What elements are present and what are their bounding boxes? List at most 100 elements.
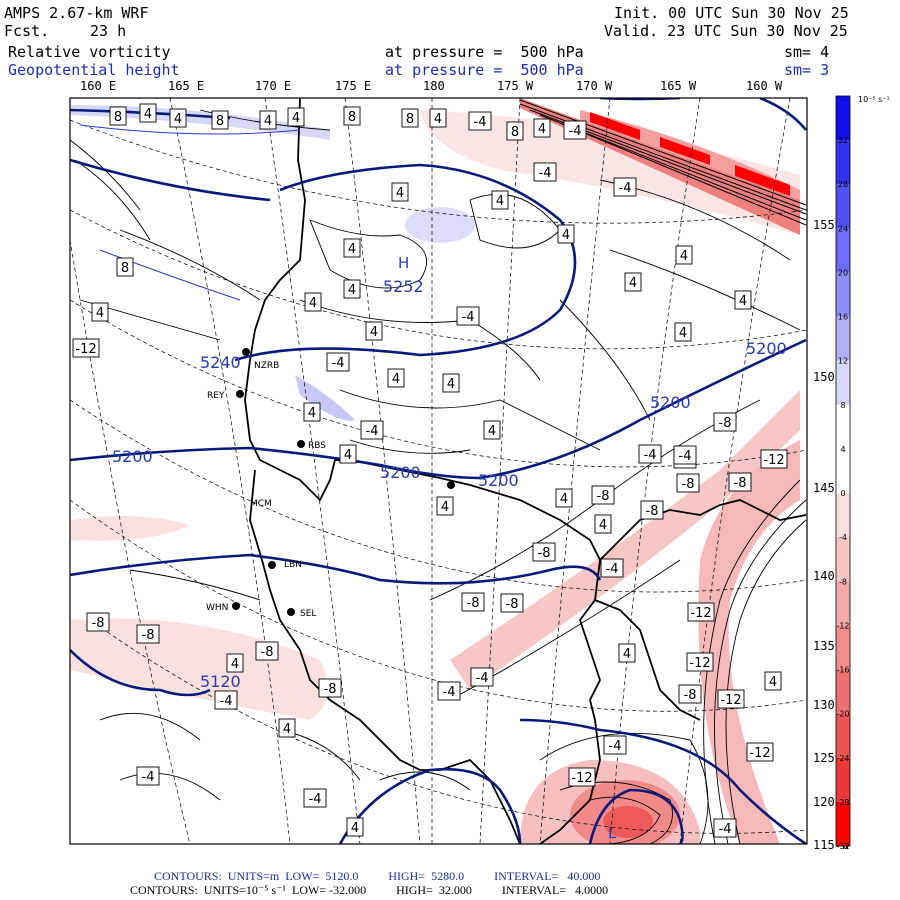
station-label: WHN — [206, 603, 228, 613]
station-dot — [236, 390, 244, 398]
vorticity-value: 4 — [264, 114, 272, 129]
colorbar: 32 28 24 20 16 12 8 4 0 -4 -8 -12 -16 -20 -24 -28 -32 — [835, 95, 851, 851]
vorticity-value: -4 — [569, 124, 582, 139]
vorticity-value: -4 — [619, 181, 632, 196]
vorticity-value-box: -4 — [360, 420, 384, 440]
vorticity-value: -4 — [220, 694, 233, 709]
height-label: 5240 — [200, 353, 241, 372]
vorticity-value-box: 4 — [442, 373, 460, 393]
vorticity-value-box: 4 — [226, 653, 244, 673]
colorbar-level-label: 28 — [838, 180, 848, 189]
colorbar-swatch — [836, 581, 850, 626]
vorticity-value-box: -12 — [72, 338, 100, 358]
colorbar-level-label: -12 — [836, 621, 849, 630]
vorticity-value: -4 — [332, 356, 345, 371]
vorticity-value: 4 — [392, 372, 400, 387]
vorticity-value-box: -4 — [533, 162, 557, 182]
vorticity-value-box: 8 — [211, 110, 229, 130]
vorticity-value: -4 — [462, 310, 475, 325]
colorbar-swatch — [836, 404, 850, 449]
map-field: NZRB REY RBS MCM LBN WHN SEL 5200 5200 5… — [70, 98, 807, 844]
vorticity-value: 4 — [441, 500, 449, 515]
colorbar-level-label: 0 — [840, 489, 845, 498]
height-label: 5200 — [112, 447, 153, 466]
vorticity-value-box: 4 — [594, 514, 612, 534]
vorticity-value: 4 — [292, 111, 300, 126]
station-dot — [242, 348, 250, 356]
vorticity-value: 4 — [348, 283, 356, 298]
vorticity-value-box: 4 — [346, 817, 364, 837]
vorticity-value-box: 4 — [491, 190, 509, 210]
vorticity-value-box: 4 — [675, 245, 693, 265]
vorticity-value: -8 — [324, 682, 337, 697]
vorticity-value-box: 4 — [674, 322, 692, 342]
vorticity-value: 4 — [283, 722, 291, 737]
vorticity-value-box: -4 — [563, 120, 587, 140]
vorticity-value-box: -4 — [326, 352, 350, 372]
vorticity-value-box: 4 — [555, 488, 573, 508]
field1-name: Relative vorticity — [8, 43, 171, 61]
vorticity-value-box: -12 — [746, 742, 774, 762]
vorticity-value-box: 8 — [109, 106, 127, 126]
vorticity-value: 4 — [370, 325, 378, 340]
colorbar-swatch — [836, 316, 850, 361]
vorticity-value: 4 — [231, 657, 239, 672]
colorbar-level-label: -16 — [836, 666, 849, 675]
vorticity-value: 4 — [488, 424, 496, 439]
field2-name: Geopotential height — [8, 61, 180, 79]
vorticity-value: 4 — [679, 326, 687, 341]
station-markers — [232, 348, 455, 616]
vorticity-value-box: 8 — [401, 108, 419, 128]
colorbar-swatch — [836, 801, 850, 846]
vorticity-value: 8 — [121, 261, 129, 276]
colorbar-level-label: 20 — [838, 268, 848, 277]
vorticity-value-box: 4 — [624, 272, 642, 292]
height-label: 5120 — [200, 672, 241, 691]
vorticity-value-box: -12 — [687, 602, 715, 622]
field1-smoothing: sm= 4 — [784, 43, 830, 61]
vorticity-value: -8 — [734, 476, 747, 491]
colorbar-unit: 10⁻⁵ s⁻¹ — [858, 95, 890, 104]
model-title: AMPS 2.67-km WRF — [4, 4, 149, 22]
vorticity-value: 4 — [308, 406, 316, 421]
colorbar-level-label: 8 — [840, 401, 845, 410]
vorticity-value: -8 — [92, 616, 105, 631]
vorticity-value: -4 — [366, 424, 379, 439]
colorbar-swatch — [836, 228, 850, 273]
vorticity-value: -8 — [597, 489, 610, 504]
vorticity-value-box: -12 — [717, 689, 745, 709]
vorticity-value: -12 — [75, 342, 96, 357]
vorticity-value: -4 — [443, 685, 456, 700]
colorbar-swatch — [836, 140, 850, 185]
vorticity-value-box: -8 — [591, 485, 615, 505]
vorticity-value-box: 4 — [303, 402, 321, 422]
lon-label: 175 E — [335, 79, 371, 93]
vorticity-value-box: 4 — [304, 292, 322, 312]
vorticity-value: 4 — [96, 306, 104, 321]
vorticity-value-box: -4 — [603, 735, 627, 755]
colorbar-swatch — [836, 625, 850, 670]
vorticity-value: -8 — [538, 546, 551, 561]
lon-label: 175 W — [497, 79, 534, 93]
vorticity-value-box: -8 — [318, 678, 342, 698]
vorticity-value-box: -4 — [638, 444, 662, 464]
vorticity-value: -12 — [689, 656, 710, 671]
vorticity-value: 4 — [623, 647, 631, 662]
field1-level: at pressure = 500 hPa — [385, 43, 584, 61]
vorticity-label-boxes: 8 4 4 8 4 4 8 8 4 -4 8 4 -4 -4 4 4 4 4 4 -4 -4 4 -4 4 4 4 4 4 4 4 4 -4 4… — [72, 103, 788, 838]
vorticity-value-box: -12 — [686, 652, 714, 672]
station-label: SEL — [300, 609, 316, 619]
colorbar-level-label: -8 — [839, 577, 847, 586]
vorticity-value: -4 — [539, 166, 552, 181]
vorticity-value: -4 — [476, 671, 489, 686]
map-frame — [69, 97, 808, 845]
colorbar-swatch — [836, 360, 850, 405]
vorticity-value: -8 — [719, 416, 732, 431]
height-label: 5200 — [380, 463, 421, 482]
vorticity-value: -4 — [644, 448, 657, 463]
vorticity-value-box: -12 — [760, 449, 788, 469]
field2-smoothing: sm= 3 — [784, 61, 830, 79]
vorticity-value: -4 — [609, 739, 622, 754]
colorbar-level-label: 32 — [838, 136, 848, 145]
vorticity-value-box: 4 — [91, 302, 109, 322]
